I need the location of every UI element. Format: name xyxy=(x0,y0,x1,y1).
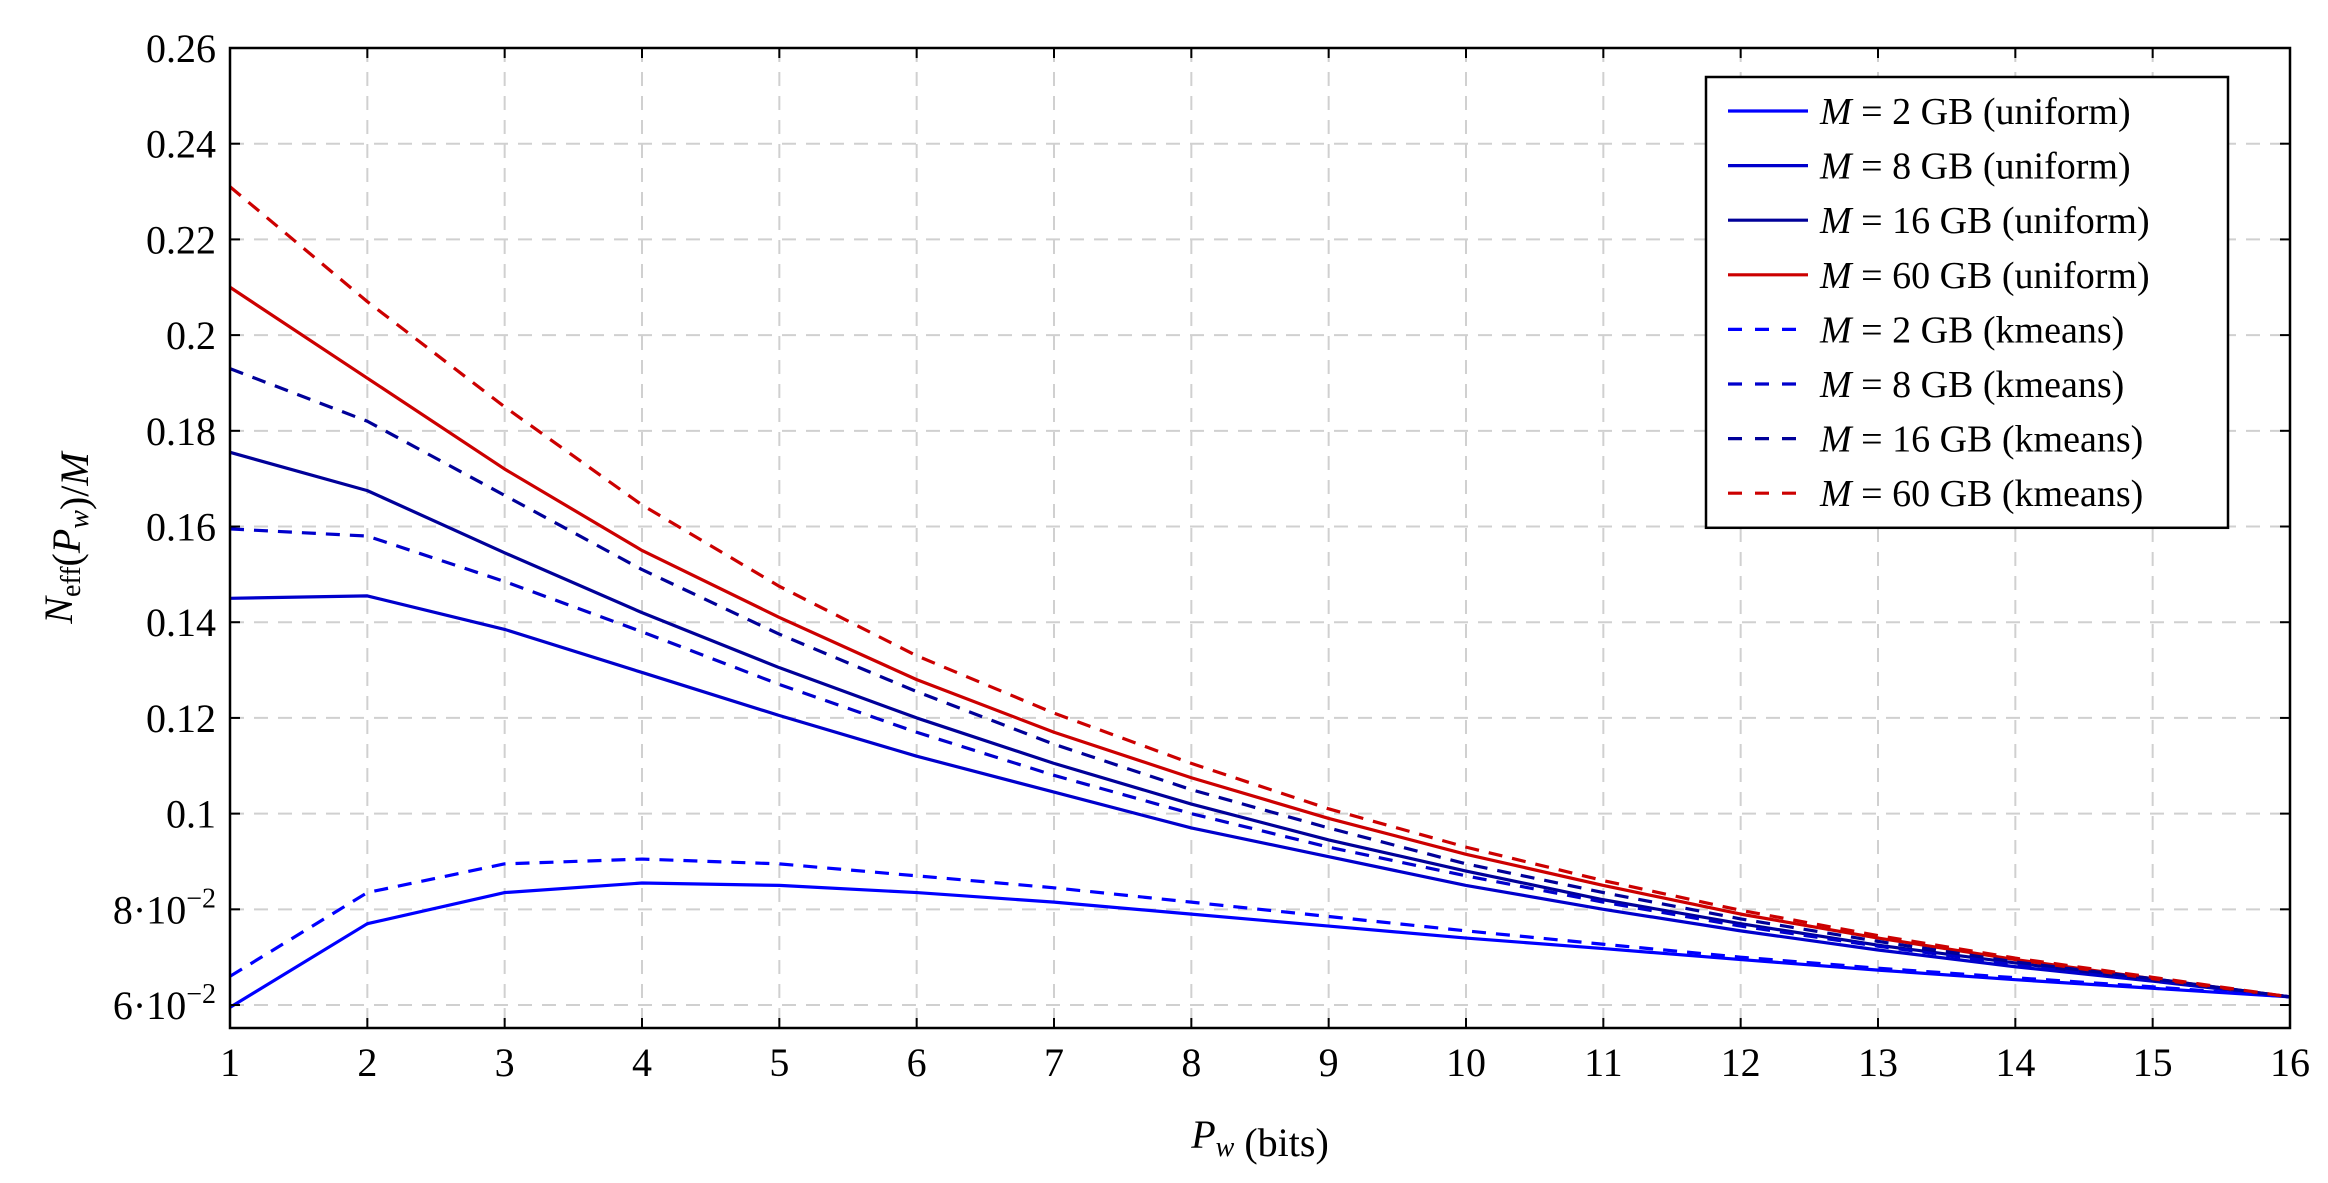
legend-label: M = 16 GB (uniform) xyxy=(1819,200,2150,242)
x-tick-label: 3 xyxy=(495,1040,515,1085)
x-tick-label: 8 xyxy=(1181,1040,1201,1085)
series-line xyxy=(229,881,2291,1009)
x-tick-label: 2 xyxy=(357,1040,377,1085)
series-line xyxy=(229,450,2291,999)
ticks: 1 2 3 4 5 6 7 8 9 10 11 12 13 14 15 166·10−28·10−20.10.… xyxy=(113,26,2310,1085)
y-tick-label: 0.14 xyxy=(146,600,216,645)
x-tick-label: 7 xyxy=(1044,1040,1064,1085)
y-tick-label: 0.22 xyxy=(146,217,216,262)
y-tick-label: 0.2 xyxy=(166,313,216,358)
y-tick-label: 0.18 xyxy=(146,409,216,454)
series-line xyxy=(229,285,2291,999)
x-tick-label: 16 xyxy=(2270,1040,2310,1085)
x-tick-label: 10 xyxy=(1446,1040,1486,1085)
x-tick-label: 4 xyxy=(632,1040,652,1085)
legend-label: M = 8 GB (kmeans) xyxy=(1819,364,2124,406)
legend-label: M = 8 GB (uniform) xyxy=(1819,146,2131,188)
x-tick-label: 13 xyxy=(1858,1040,1898,1085)
x-tick-label: 15 xyxy=(2133,1040,2173,1085)
x-axis-label: Pw (bits) xyxy=(1190,1112,1329,1165)
legend-label: M = 60 GB (uniform) xyxy=(1819,255,2150,297)
y-tick-label: 6·10−2 xyxy=(113,979,216,1028)
y-tick-label: 8·10−2 xyxy=(113,883,216,932)
x-tick-label: 6 xyxy=(907,1040,927,1085)
y-tick-label: 0.26 xyxy=(146,26,216,71)
y-tick-label: 0.12 xyxy=(146,696,216,741)
x-tick-label: 5 xyxy=(769,1040,789,1085)
legend-label: M = 60 GB (kmeans) xyxy=(1819,473,2143,515)
x-tick-label: 1 xyxy=(220,1040,240,1085)
legend-label: M = 16 GB (kmeans) xyxy=(1819,419,2143,461)
x-tick-label: 12 xyxy=(1721,1040,1761,1085)
legend-label: M = 2 GB (kmeans) xyxy=(1819,309,2124,351)
x-tick-label: 14 xyxy=(1995,1040,2035,1085)
series-line xyxy=(228,185,2291,999)
x-tick-label: 9 xyxy=(1319,1040,1339,1085)
y-axis-label: Neff(Pw)/M xyxy=(36,450,97,625)
y-tick-label: 0.24 xyxy=(146,122,216,167)
series-line xyxy=(229,527,2291,999)
y-tick-label: 0.1 xyxy=(166,792,216,837)
series-line xyxy=(229,367,2291,999)
y-tick-label: 0.16 xyxy=(146,505,216,550)
series-line xyxy=(229,857,2291,999)
series-line xyxy=(229,594,2291,999)
legend-box xyxy=(1704,75,2230,530)
legend: M = 2 GB (uniform) M = 8 GB (uniform) M = … xyxy=(1704,75,2230,530)
x-tick-label: 11 xyxy=(1584,1040,1623,1085)
plot-frame xyxy=(228,46,2292,1030)
series-group xyxy=(228,185,2291,1009)
legend-label: M = 2 GB (uniform) xyxy=(1819,91,2131,133)
